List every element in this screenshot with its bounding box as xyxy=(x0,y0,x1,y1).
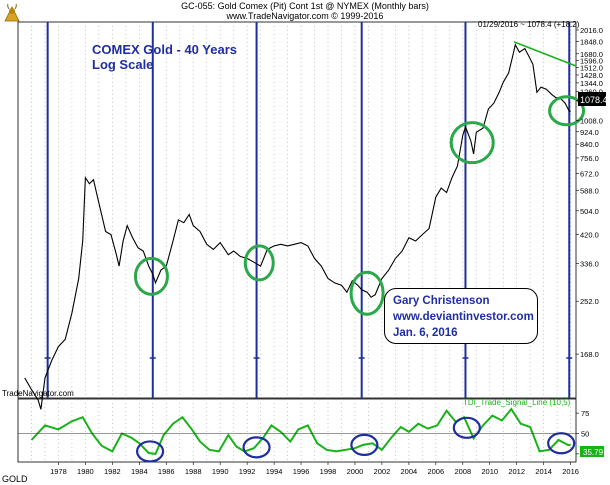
price-tick-label: 1680.0 xyxy=(580,50,603,59)
bull-logo-icon xyxy=(4,3,20,22)
indicator-line xyxy=(30,407,571,455)
price-tick-label: 2016.0 xyxy=(580,26,603,35)
time-tick-label: 2008 xyxy=(454,467,471,476)
note-line-2: Log Scale xyxy=(92,57,154,72)
price-tick-label: 756.0 xyxy=(580,154,599,163)
cycle-low-circles xyxy=(133,95,586,316)
indicator-label: TDI_Trade_Signal_Line (10,5) xyxy=(463,398,571,407)
price-tick-label: 1596.0 xyxy=(580,56,603,65)
cycle-low-circle xyxy=(133,256,169,296)
author-website: www.deviantinvestor.com xyxy=(393,311,534,323)
last-bar-info: 01/29/2016 ~ 1078.4 (+18.2) xyxy=(478,20,580,29)
time-tick-label: 1998 xyxy=(320,467,337,476)
price-tick-label: 1428.0 xyxy=(580,71,603,80)
note-line-1: COMEX Gold - 40 Years xyxy=(92,42,237,57)
price-tick-label: 252.0 xyxy=(580,297,599,306)
time-tick-label: 2006 xyxy=(427,467,444,476)
cycle-low-circle xyxy=(243,244,275,282)
price-line xyxy=(24,43,571,410)
time-tick-label: 1986 xyxy=(158,467,175,476)
price-tick-label: 1344.0 xyxy=(580,79,603,88)
price-tick-label: 1848.0 xyxy=(580,37,603,46)
price-tick-label: 168.0 xyxy=(580,350,599,359)
price-tick-label: 840.0 xyxy=(580,140,599,149)
price-tick-label: 588.0 xyxy=(580,187,599,196)
indicator-value-text: 35.79 xyxy=(583,448,604,457)
time-tick-label: 1996 xyxy=(293,467,310,476)
time-tick-label: 1984 xyxy=(131,467,148,476)
indicator-axis-ticks: 755025 xyxy=(18,409,589,459)
time-tick-label: 1990 xyxy=(212,467,229,476)
indicator-tick-label: 75 xyxy=(581,409,589,418)
indicator-value-tag xyxy=(580,446,604,457)
time-tick-label: 1988 xyxy=(185,467,202,476)
price-axis-ticks: 2016.0 1848.0 1680.01596.01512.01428.01344… xyxy=(576,26,603,359)
indicator-panel-frame xyxy=(17,398,577,463)
indicator-circle xyxy=(350,433,379,456)
time-axis-ticks: 1978 1980 1982 1984 1986 1988 1990 1992 1994 1996… xyxy=(50,462,579,476)
author-box: Gary Christenson www.deviantinvestor.com… xyxy=(384,288,538,344)
price-tick-label: 504.0 xyxy=(580,207,599,216)
chart-title: GC-055: Gold Comex (Pit) Cont 1st @ NYME… xyxy=(181,1,429,11)
time-tick-label: 2016 xyxy=(562,467,579,476)
time-tick-label: 1994 xyxy=(266,467,283,476)
price-tick-label: 336.0 xyxy=(580,260,599,269)
price-panel-frame xyxy=(17,21,577,399)
indicator-circles xyxy=(135,416,576,463)
symbol-label: GOLD xyxy=(2,474,28,484)
downtrend-line xyxy=(513,41,577,67)
price-tick-label: 1008.0 xyxy=(580,116,603,125)
indicator-circle xyxy=(242,436,271,459)
time-tick-label: 1980 xyxy=(77,467,94,476)
watermark: TradeNavigator.com xyxy=(2,389,74,398)
last-price-text: 1078.4 xyxy=(580,95,608,105)
time-tick-label: 2002 xyxy=(374,467,391,476)
time-tick-label: 2004 xyxy=(401,467,418,476)
indicator-circle xyxy=(135,440,165,463)
time-tick-label: 1982 xyxy=(104,467,121,476)
price-tick-label: 420.0 xyxy=(580,231,599,240)
price-tick-label: 672.0 xyxy=(580,169,599,178)
time-tick-label: 1978 xyxy=(50,467,67,476)
price-tick-label: 1512.0 xyxy=(580,64,603,73)
time-tick-label: 2012 xyxy=(508,467,525,476)
author-date: Jan. 6, 2016 xyxy=(393,327,458,339)
author-name: Gary Christenson xyxy=(393,295,490,307)
chart-subtitle: www.TradeNavigator.com © 1999-2016 xyxy=(226,11,384,21)
price-tick-label: 1260.0 xyxy=(580,87,603,96)
cycle-low-circle xyxy=(449,121,495,165)
indicator-tick-label: 50 xyxy=(581,430,589,439)
last-price-tag xyxy=(578,92,606,106)
time-tick-label: 2010 xyxy=(481,467,498,476)
indicator-circle xyxy=(452,416,481,439)
cycle-low-circle xyxy=(548,95,586,127)
price-tick-label: 924.0 xyxy=(580,128,599,137)
time-tick-label: 2000 xyxy=(347,467,364,476)
indicator-circle xyxy=(547,432,576,455)
time-tick-label: 2014 xyxy=(535,467,552,476)
time-tick-label: 1992 xyxy=(239,467,256,476)
log-scale-note: COMEX Gold - 40 Years Log Scale xyxy=(92,42,237,72)
cycle-low-circle xyxy=(349,270,385,316)
grid xyxy=(17,21,577,463)
